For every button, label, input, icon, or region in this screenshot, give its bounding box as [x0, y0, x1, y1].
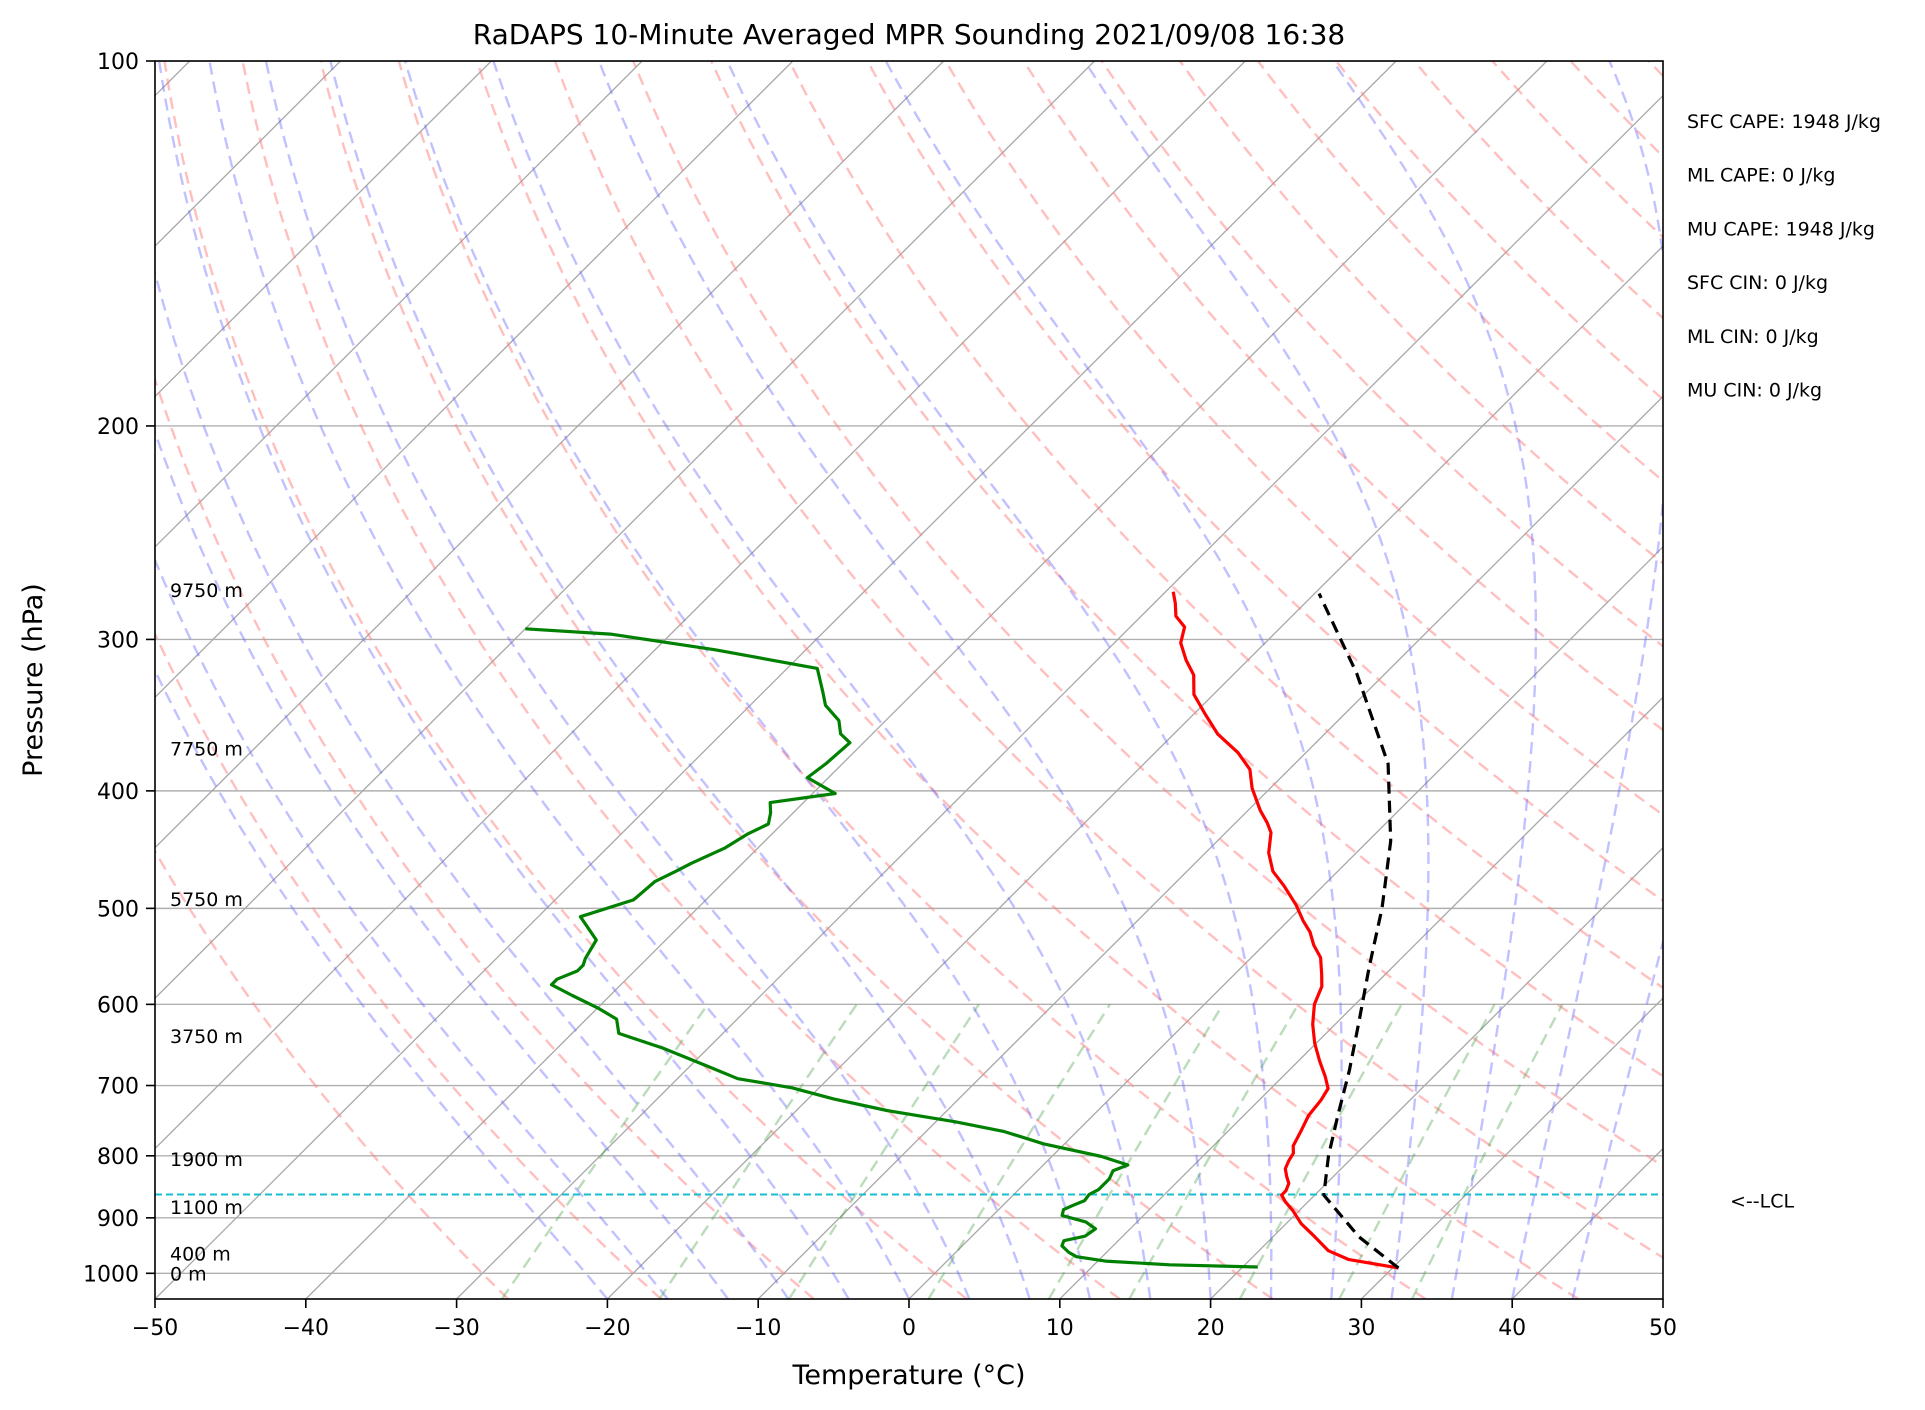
x-tick-label: −40: [283, 1316, 329, 1341]
dewpoint-profile-line: [525, 629, 1258, 1267]
x-tick-label: 20: [1197, 1316, 1225, 1341]
isotherm-gridline: [0, 61, 1094, 1299]
moist-adiabat: [114, 61, 789, 1299]
dry-adiabat: [1805, 61, 1925, 1299]
dry-adiabat: [1492, 61, 1925, 1299]
index-label: MU CAPE: 1948 J/kg: [1687, 218, 1875, 240]
isotherm-gridline: [306, 61, 1547, 1299]
height-label: 7750 m: [170, 738, 243, 760]
mixing-ratio-line: [502, 1004, 708, 1299]
y-tick-label: 800: [97, 1145, 139, 1170]
height-label: 3750 m: [170, 1026, 243, 1048]
index-label: MU CIN: 0 J/kg: [1687, 380, 1822, 402]
x-axis-label: Temperature (°C): [791, 1360, 1025, 1391]
mixing-ratio-line: [1412, 1004, 1562, 1299]
mixing-ratio-line: [1129, 1004, 1298, 1299]
dry-adiabat: [789, 61, 1925, 1299]
mixing-ratio-line: [1240, 1004, 1402, 1299]
moist-adiabat: [0, 61, 607, 1299]
isotherm-gridline: [155, 61, 1396, 1299]
height-label: 0 m: [170, 1263, 207, 1285]
isotherm-gridline: [0, 61, 642, 1299]
moist-adiabat: [1085, 61, 1429, 1299]
height-label: 5750 m: [170, 889, 243, 911]
dry-adiabat: [555, 61, 1731, 1299]
moist-adiabat: [1512, 61, 1670, 1299]
y-tick-label: 700: [97, 1075, 139, 1100]
dry-adiabat: [86, 61, 814, 1299]
x-tick-label: 10: [1046, 1316, 1074, 1341]
y-tick-label: 1000: [83, 1262, 139, 1287]
isotherm-gridline: [1211, 61, 1925, 1299]
dry-adiabat: [8, 61, 661, 1299]
y-tick-label: 200: [97, 415, 139, 440]
isotherm-gridline: [1361, 61, 1925, 1299]
moist-adiabat: [72, 61, 728, 1299]
y-axis-label: Pressure (hPa): [18, 583, 49, 777]
y-tick-label: 900: [97, 1207, 139, 1232]
moist-adiabat: [1573, 61, 1838, 1299]
dry-adiabat: [0, 61, 508, 1299]
dry-adiabat: [1727, 61, 1925, 1299]
y-tick-label: 600: [97, 993, 139, 1018]
lcl-label: <--LCL: [1730, 1191, 1794, 1213]
isotherm-gridline: [909, 61, 1925, 1299]
dry-adiabat: [165, 61, 967, 1299]
mixing-ratio-line: [660, 1004, 857, 1299]
moist-adiabat: [1333, 61, 1536, 1299]
height-label: 9750 m: [170, 580, 243, 602]
dry-adiabat: [1883, 61, 1925, 1299]
dry-adiabat: [1649, 61, 1925, 1299]
isotherm-gridline: [0, 61, 491, 1299]
y-tick-label: 400: [97, 780, 139, 805]
x-tick-label: 40: [1498, 1316, 1526, 1341]
x-tick-label: −30: [433, 1316, 479, 1341]
moist-adiabat: [33, 61, 668, 1299]
moist-adiabat: [493, 61, 1150, 1299]
dry-adiabat: [1571, 61, 1925, 1299]
x-tick-label: −10: [735, 1316, 781, 1341]
moist-adiabat: [405, 61, 1090, 1299]
height-label: 400 m: [170, 1244, 231, 1266]
x-tick-label: −50: [132, 1316, 178, 1341]
dry-adiabat: [1414, 61, 1925, 1299]
dry-adiabat: [1102, 61, 1925, 1299]
x-tick-label: 30: [1347, 1316, 1375, 1341]
isotherm-gridline: [0, 61, 341, 1299]
y-tick-label: 300: [97, 628, 139, 653]
isotherm-gridline: [1060, 61, 1925, 1299]
isotherm-gridline: [0, 61, 944, 1299]
x-tick-label: 50: [1649, 1316, 1677, 1341]
dry-adiabat: [243, 61, 1120, 1299]
mixing-ratio-line: [1339, 1004, 1494, 1299]
y-tick-label: 100: [97, 50, 139, 75]
moist-adiabat: [330, 61, 1029, 1299]
isotherm-gridline: [457, 61, 1698, 1299]
index-label: SFC CIN: 0 J/kg: [1687, 272, 1828, 294]
moist-adiabat: [210, 61, 910, 1299]
moist-adiabat: [886, 61, 1342, 1299]
x-tick-label: −20: [584, 1316, 630, 1341]
index-label: ML CAPE: 0 J/kg: [1687, 165, 1835, 187]
index-label: SFC CAPE: 1948 J/kg: [1687, 111, 1881, 133]
isotherm-gridline: [1512, 61, 1925, 1299]
x-tick-label: 0: [902, 1316, 916, 1341]
moist-adiabat: [266, 61, 969, 1299]
y-tick-label: 500: [97, 897, 139, 922]
isotherm-gridline: [1663, 61, 1925, 1299]
chart-title: RaDAPS 10-Minute Averaged MPR Sounding 2…: [473, 18, 1345, 51]
height-label: 1900 m: [170, 1149, 243, 1171]
index-label: ML CIN: 0 J/kg: [1687, 326, 1819, 348]
dry-adiabat: [711, 61, 1925, 1299]
height-label: 1100 m: [170, 1197, 243, 1219]
dry-adiabat: [1336, 61, 1925, 1299]
